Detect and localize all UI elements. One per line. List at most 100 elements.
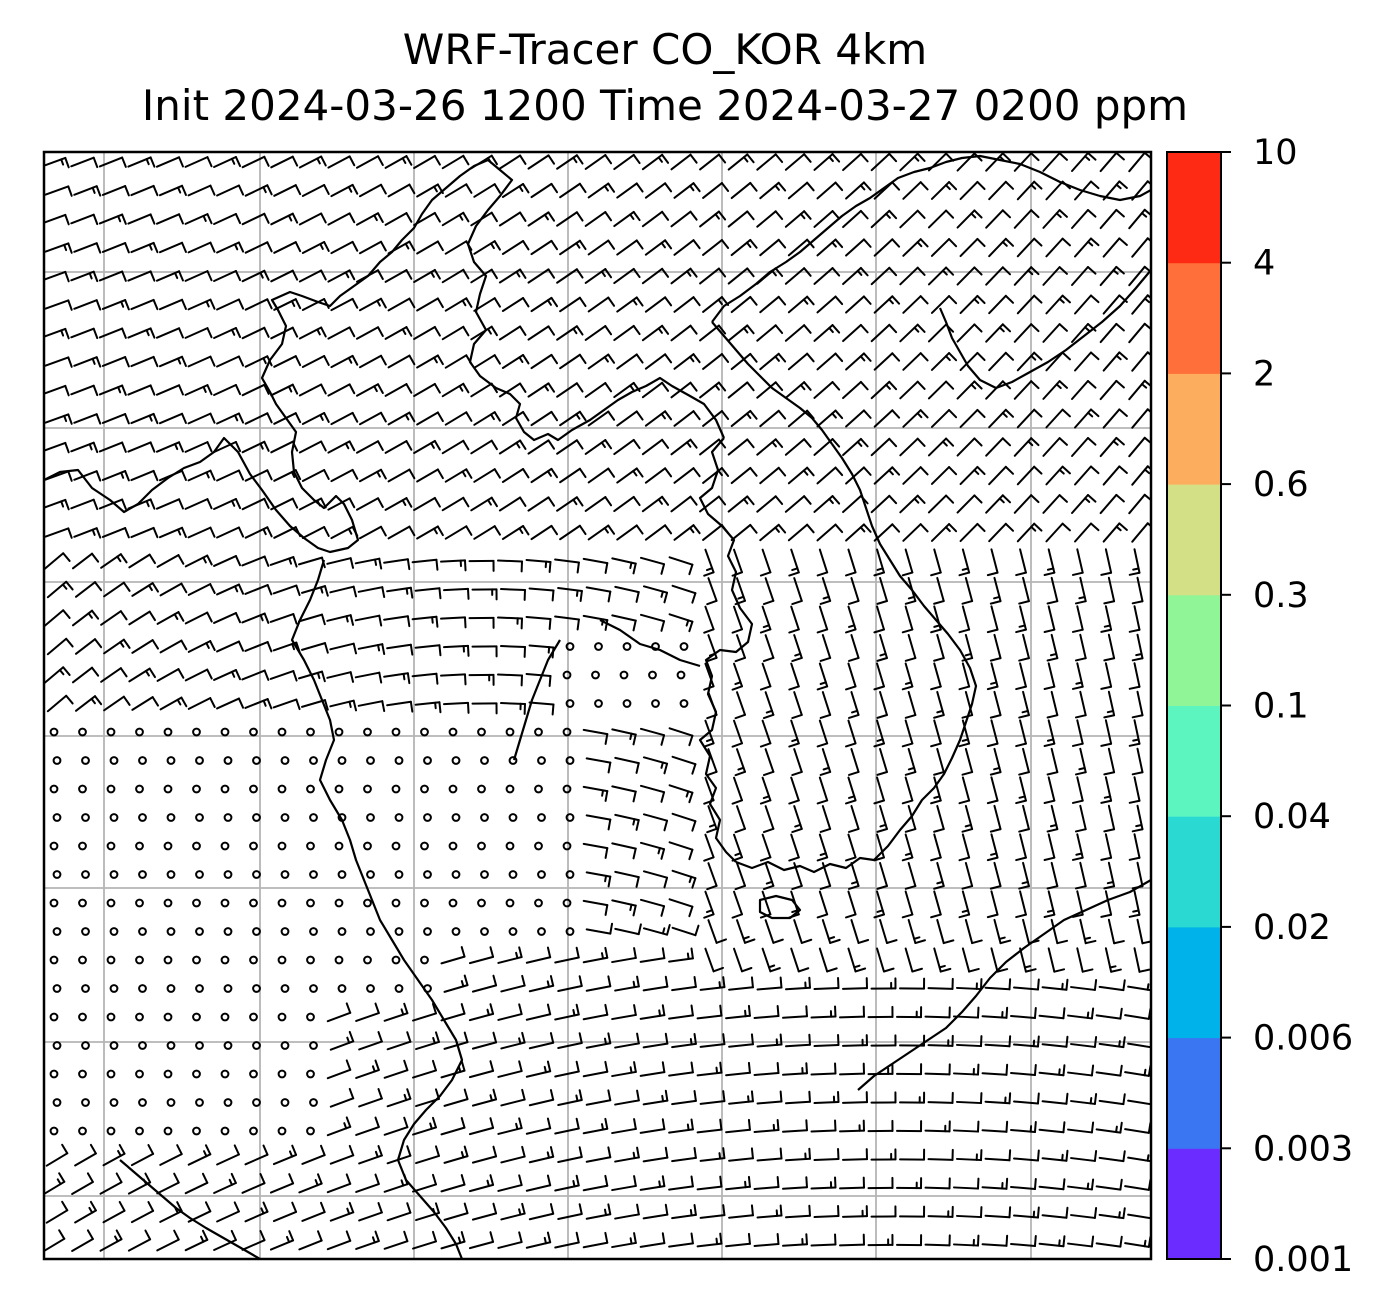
calm-wind-marker (78, 955, 87, 965)
wind-barb (241, 669, 270, 681)
wind-barb (930, 352, 958, 371)
wind-barb (873, 295, 901, 314)
wind-barb (1067, 1007, 1095, 1020)
calm-wind-marker (309, 984, 318, 993)
wind-barb (813, 976, 840, 991)
wind-barb (587, 467, 616, 484)
wind-barb (386, 586, 414, 599)
wind-barb (725, 1061, 751, 1077)
wind-barb (527, 382, 556, 398)
wind-barb (525, 1174, 552, 1192)
wind-barb (1038, 1178, 1066, 1191)
wind-barb (244, 184, 273, 197)
wind-barb (1103, 804, 1116, 833)
wind-barb (241, 440, 270, 454)
wind-barb (927, 266, 955, 286)
wind-barb (441, 496, 470, 512)
wind-barb (1013, 152, 1040, 172)
wind-barb (557, 586, 583, 602)
wind-barb (611, 947, 637, 964)
wind-barb (1018, 861, 1030, 890)
wind-barb (614, 1032, 640, 1049)
wind-barb (384, 155, 413, 169)
wind-barb (387, 468, 416, 483)
wind-barb (159, 696, 188, 711)
wind-barb (582, 728, 609, 745)
wind-barb (413, 496, 441, 512)
wind-barb (156, 554, 185, 568)
calm-wind-marker (252, 984, 261, 993)
wind-barb (668, 1004, 694, 1020)
wind-barb (155, 498, 184, 510)
wind-barb (924, 1063, 951, 1076)
wind-barb (842, 1034, 868, 1047)
wind-barb (785, 1033, 811, 1048)
wind-barb (1013, 266, 1040, 286)
wind-barb (1045, 237, 1071, 258)
wind-barb (158, 241, 187, 254)
wind-barb (213, 269, 242, 283)
wind-barb (158, 355, 187, 368)
wind-barb (1038, 1064, 1066, 1077)
calm-wind-marker (508, 756, 518, 765)
wind-barb (902, 466, 929, 485)
calm-wind-marker (166, 927, 176, 936)
wind-barb (927, 1148, 954, 1161)
wind-barb (241, 383, 270, 397)
wind-barb (131, 639, 159, 654)
calm-wind-marker (391, 841, 401, 851)
wind-barb (759, 662, 772, 691)
wind-barb (213, 326, 242, 340)
wind-barb (159, 582, 188, 597)
wind-barb (933, 747, 945, 776)
wind-barb (611, 842, 637, 860)
wind-barb (556, 382, 584, 398)
wind-barb (587, 410, 616, 427)
wind-barb (696, 1232, 723, 1248)
wind-barb (816, 352, 844, 371)
wind-barb (525, 1060, 552, 1078)
calm-wind-marker (138, 813, 147, 822)
wind-barb (354, 557, 383, 570)
calm-wind-marker (163, 898, 173, 908)
wind-barb (728, 1033, 754, 1048)
wind-barb (642, 756, 669, 775)
wind-barb (639, 841, 666, 860)
wind-barb (791, 634, 803, 663)
wind-barb (213, 383, 242, 397)
calm-wind-marker (309, 870, 318, 879)
wind-barb (1042, 209, 1068, 229)
wind-barb (298, 1173, 323, 1194)
wind-barb (497, 1003, 523, 1021)
wind-barb (1042, 152, 1068, 172)
wind-barb (557, 1203, 583, 1221)
wind-barb (986, 776, 999, 805)
wind-barb (904, 690, 917, 719)
wind-barb (644, 182, 673, 199)
wind-barb (989, 861, 1002, 890)
colorbar-segment (1167, 262, 1221, 374)
wind-barb (556, 268, 584, 284)
calm-wind-marker (49, 955, 59, 965)
wind-barb (384, 269, 413, 283)
wind-barb (1127, 1042, 1151, 1049)
calm-wind-marker (394, 756, 404, 765)
calm-wind-marker (78, 841, 87, 851)
wind-barb (839, 1176, 865, 1190)
wind-barb (416, 525, 444, 540)
calm-wind-marker (106, 1012, 116, 1022)
wind-barb (904, 947, 923, 973)
wind-barb (1016, 351, 1043, 372)
wind-barb (99, 1229, 123, 1252)
wind-barb (1013, 1149, 1040, 1162)
wind-barb (1099, 152, 1125, 173)
wind-barb (958, 548, 971, 577)
wind-barb (184, 498, 213, 510)
wind-barb (184, 213, 213, 225)
calm-wind-marker (480, 813, 489, 822)
calm-wind-marker (480, 870, 489, 879)
coastline-south (119, 1159, 261, 1259)
wind-barb (901, 662, 914, 691)
wind-barb (788, 833, 800, 862)
wind-barb (1015, 833, 1027, 862)
